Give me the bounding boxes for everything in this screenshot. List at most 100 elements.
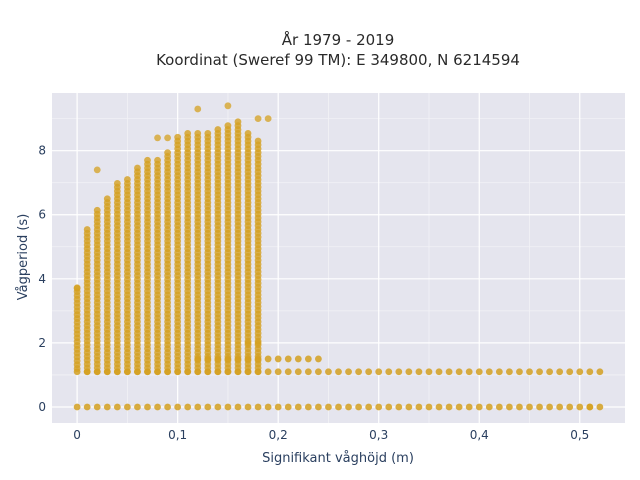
data-point [546, 368, 554, 376]
data-point [284, 403, 292, 411]
data-point [294, 403, 302, 411]
data-point [254, 339, 262, 347]
x-tick-label: 0,5 [570, 428, 589, 442]
data-point [284, 355, 292, 363]
data-point [254, 137, 262, 145]
x-axis-title: Signifikant våghöjd (m) [262, 451, 414, 466]
x-axis-ticks: 0 0,1 0,2 0,3 0,4 0,5 [73, 428, 589, 442]
data-point [475, 368, 483, 376]
data-point [204, 129, 212, 137]
data-point [214, 403, 222, 411]
y-tick-label: 0 [38, 400, 46, 414]
data-point [485, 403, 493, 411]
data-point [475, 403, 483, 411]
data-point [194, 105, 202, 113]
data-point [174, 403, 182, 411]
data-point [93, 166, 101, 174]
data-point [314, 355, 322, 363]
data-point [596, 368, 604, 376]
y-tick-label: 8 [38, 144, 46, 158]
data-point [596, 403, 604, 411]
data-point [244, 339, 252, 347]
x-tick-label: 0,1 [168, 428, 187, 442]
data-point [395, 403, 403, 411]
data-point [536, 368, 543, 376]
data-point [335, 403, 342, 411]
data-point [516, 368, 523, 376]
data-point [505, 368, 513, 376]
data-point [93, 403, 101, 411]
y-tick-label: 2 [38, 336, 46, 350]
data-point [566, 368, 574, 376]
data-point [184, 403, 192, 411]
data-point [284, 368, 292, 376]
data-point [264, 355, 272, 363]
chart-title-line-2: Koordinat (Sweref 99 TM): E 349800, N 62… [156, 51, 520, 69]
data-point [204, 403, 212, 411]
data-point [234, 118, 242, 126]
data-point [556, 368, 564, 376]
data-point [335, 368, 342, 376]
data-point [345, 403, 352, 411]
data-point [576, 368, 584, 376]
data-point [445, 368, 453, 376]
data-point [465, 368, 473, 376]
data-point [194, 129, 202, 137]
data-point [314, 368, 322, 376]
data-point [556, 403, 564, 411]
data-point [144, 403, 151, 411]
data-point [516, 403, 523, 411]
data-point [294, 355, 302, 363]
data-point [586, 368, 594, 376]
data-point [93, 206, 101, 214]
data-point [495, 368, 503, 376]
data-point [415, 368, 423, 376]
data-point [314, 403, 322, 411]
data-point [103, 195, 111, 203]
data-point [264, 403, 272, 411]
data-point [485, 368, 493, 376]
data-point [274, 368, 282, 376]
data-point [405, 403, 413, 411]
data-point [566, 403, 574, 411]
data-point [435, 368, 443, 376]
data-point [73, 403, 81, 411]
y-axis-title: Vågperiod (s) [16, 214, 31, 301]
data-point [154, 403, 161, 411]
data-point [244, 403, 252, 411]
data-point [445, 403, 453, 411]
data-point [274, 403, 282, 411]
data-point [425, 403, 433, 411]
data-point [144, 156, 151, 164]
data-point [546, 403, 554, 411]
data-point [194, 403, 202, 411]
y-tick-label: 4 [38, 272, 46, 286]
data-point [244, 129, 252, 137]
data-point [164, 134, 172, 142]
data-point [304, 368, 312, 376]
data-point [455, 403, 463, 411]
data-point [214, 126, 222, 133]
x-tick-label: 0,4 [470, 428, 489, 442]
data-point [184, 129, 192, 137]
x-tick-label: 0,3 [369, 428, 388, 442]
data-point [435, 403, 443, 411]
data-points [73, 102, 604, 411]
data-point [375, 368, 383, 376]
data-point [405, 368, 413, 376]
data-point [174, 133, 182, 141]
chart-title-line-1: År 1979 - 2019 [282, 30, 395, 49]
data-point [254, 403, 262, 411]
data-point [536, 403, 543, 411]
data-point [365, 368, 373, 376]
data-point [254, 115, 262, 123]
data-point [415, 403, 423, 411]
x-tick-label: 0,2 [269, 428, 288, 442]
y-tick-label: 6 [38, 208, 46, 222]
data-point [304, 355, 312, 363]
data-point [264, 115, 272, 123]
data-point [495, 403, 503, 411]
data-point [164, 149, 172, 156]
data-point [224, 102, 232, 110]
